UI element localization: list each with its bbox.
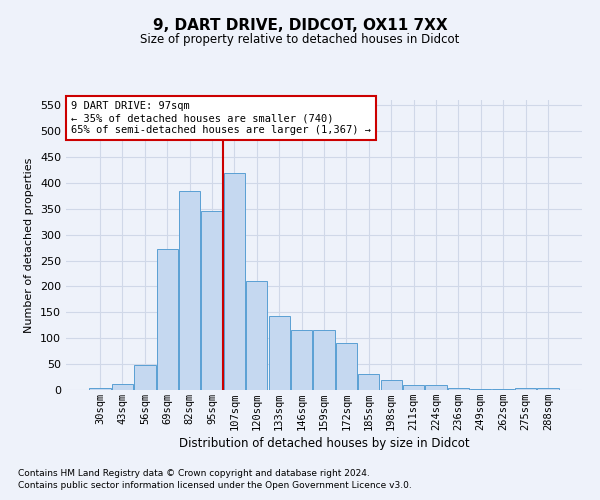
Text: 9, DART DRIVE, DIDCOT, OX11 7XX: 9, DART DRIVE, DIDCOT, OX11 7XX xyxy=(152,18,448,32)
Bar xyxy=(112,384,133,390)
Bar xyxy=(157,249,178,390)
Bar xyxy=(313,330,335,390)
Bar xyxy=(179,190,200,390)
Bar xyxy=(515,388,536,390)
Bar xyxy=(134,365,155,390)
Bar xyxy=(425,385,446,390)
Text: Size of property relative to detached houses in Didcot: Size of property relative to detached ho… xyxy=(140,32,460,46)
Bar xyxy=(403,385,424,390)
Y-axis label: Number of detached properties: Number of detached properties xyxy=(25,158,34,332)
Bar xyxy=(537,388,559,390)
Bar xyxy=(202,212,223,390)
Text: Contains HM Land Registry data © Crown copyright and database right 2024.: Contains HM Land Registry data © Crown c… xyxy=(18,468,370,477)
Bar xyxy=(470,389,491,390)
Bar xyxy=(269,316,290,390)
Bar xyxy=(380,380,402,390)
Bar xyxy=(336,344,357,390)
Bar xyxy=(89,388,111,390)
Bar xyxy=(448,388,469,390)
Bar xyxy=(224,172,245,390)
Bar xyxy=(246,281,268,390)
Text: 9 DART DRIVE: 97sqm
← 35% of detached houses are smaller (740)
65% of semi-detac: 9 DART DRIVE: 97sqm ← 35% of detached ho… xyxy=(71,102,371,134)
Bar xyxy=(291,330,312,390)
X-axis label: Distribution of detached houses by size in Didcot: Distribution of detached houses by size … xyxy=(179,437,469,450)
Text: Contains public sector information licensed under the Open Government Licence v3: Contains public sector information licen… xyxy=(18,481,412,490)
Bar xyxy=(358,374,379,390)
